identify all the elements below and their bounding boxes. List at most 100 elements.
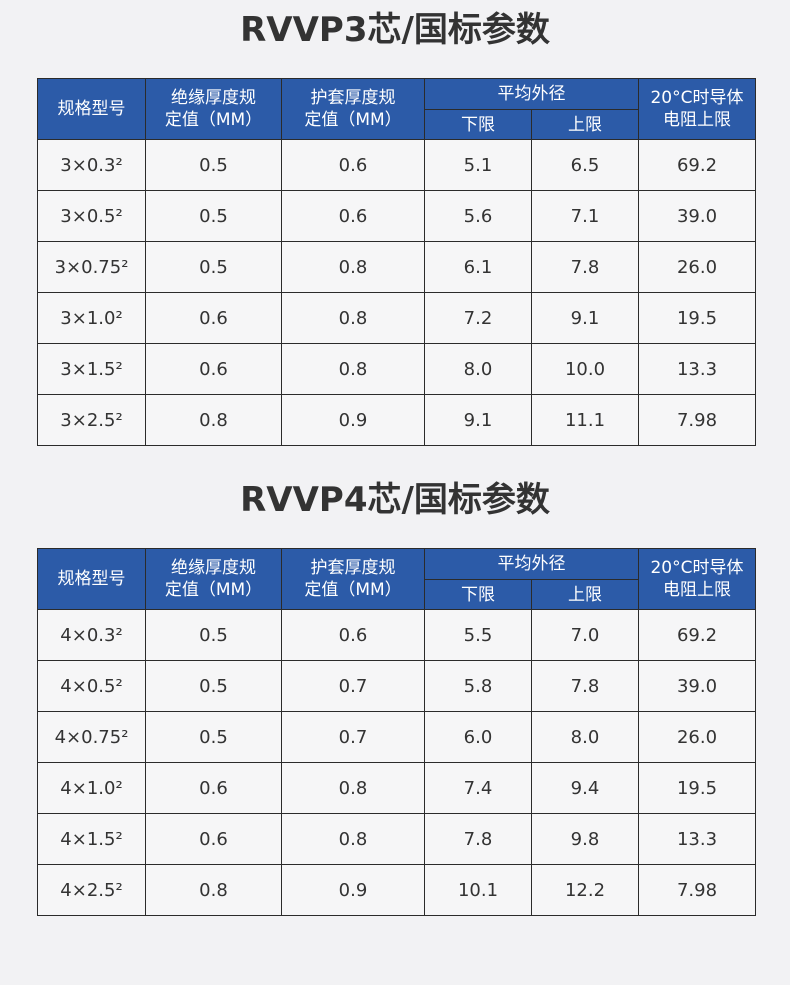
table-cell: 3×0.3² bbox=[37, 139, 146, 191]
table-cell: 19.5 bbox=[638, 292, 756, 344]
header-cell: 下限 bbox=[424, 579, 532, 610]
header-cell: 规格型号 bbox=[37, 548, 146, 610]
header-line: 绝缘厚度规 bbox=[171, 558, 256, 578]
header-line: 规格型号 bbox=[57, 569, 126, 589]
table-cell: 7.8 bbox=[424, 813, 532, 865]
table-cell: 4×1.0² bbox=[37, 762, 146, 814]
table-cell: 6.5 bbox=[531, 139, 639, 191]
table-cell: 26.0 bbox=[638, 241, 756, 293]
table-cell: 3×0.5² bbox=[37, 190, 146, 242]
table-cell: 0.8 bbox=[281, 762, 425, 814]
table-cell: 39.0 bbox=[638, 190, 756, 242]
header-cell: 平均外径 bbox=[424, 548, 639, 580]
table-cell: 3×1.5² bbox=[37, 343, 146, 395]
data-row: 3×1.5² 0.6 0.8 8.0 10.0 13.3 bbox=[37, 343, 756, 395]
spec-table: 规格型号 绝缘厚度规 定值（MM） 护套厚度规 定值（MM） 平均外径 20°C时导体 电阻上… bbox=[37, 548, 756, 916]
table-cell: 0.6 bbox=[145, 292, 282, 344]
header-cell: 护套厚度规 定值（MM） bbox=[281, 78, 425, 140]
data-row: 4×1.5² 0.6 0.8 7.8 9.8 13.3 bbox=[37, 813, 756, 865]
table-cell: 0.6 bbox=[145, 343, 282, 395]
header-cell: 绝缘厚度规 定值（MM） bbox=[145, 548, 282, 610]
table-cell: 0.5 bbox=[145, 190, 282, 242]
table-cell: 0.8 bbox=[145, 394, 282, 446]
header-line: 20°C时导体 bbox=[650, 558, 744, 578]
table-cell: 0.8 bbox=[145, 864, 282, 916]
table-cell: 4×0.75² bbox=[37, 711, 146, 763]
header-line: 绝缘厚度规 bbox=[171, 88, 256, 108]
table-cell: 7.1 bbox=[531, 190, 639, 242]
header-cell: 上限 bbox=[531, 579, 639, 610]
table-cell: 0.7 bbox=[281, 711, 425, 763]
spec-table: 规格型号 绝缘厚度规 定值（MM） 护套厚度规 定值（MM） 平均外径 20°C时导体 电阻上… bbox=[37, 78, 756, 446]
table-cell: 0.8 bbox=[281, 292, 425, 344]
header-cell: 护套厚度规 定值（MM） bbox=[281, 548, 425, 610]
table-cell: 8.0 bbox=[531, 711, 639, 763]
table-cell: 0.6 bbox=[145, 762, 282, 814]
header-row: 下限 上限 bbox=[38, 109, 756, 140]
table-cell: 0.5 bbox=[145, 711, 282, 763]
table-cell: 7.8 bbox=[531, 660, 639, 712]
table-cell: 9.8 bbox=[531, 813, 639, 865]
header-line: 电阻上限 bbox=[663, 110, 731, 130]
table-cell: 7.2 bbox=[424, 292, 532, 344]
table-cell: 3×2.5² bbox=[37, 394, 146, 446]
header-cell: 20°C时导体 电阻上限 bbox=[638, 78, 756, 140]
table-cell: 0.8 bbox=[281, 343, 425, 395]
table-cell: 13.3 bbox=[638, 813, 756, 865]
table-cell: 0.6 bbox=[281, 190, 425, 242]
header-row: 规格型号 绝缘厚度规 定值（MM） 护套厚度规 定值（MM） 平均外径 20°C时导体 电阻上… bbox=[37, 548, 756, 610]
table-cell: 8.0 bbox=[424, 343, 532, 395]
table-cell: 0.9 bbox=[281, 864, 425, 916]
table-cell: 11.1 bbox=[531, 394, 639, 446]
table-cell: 5.6 bbox=[424, 190, 532, 242]
data-row: 4×0.3² 0.5 0.6 5.5 7.0 69.2 bbox=[37, 609, 756, 661]
header-row: 规格型号 绝缘厚度规 定值（MM） 护套厚度规 定值（MM） 平均外径 20°C时导体 电阻上… bbox=[37, 78, 756, 140]
table-cell: 0.8 bbox=[281, 813, 425, 865]
table-cell: 26.0 bbox=[638, 711, 756, 763]
table-cell: 10.1 bbox=[424, 864, 532, 916]
header-line: 定值（MM） bbox=[164, 580, 263, 600]
table-cell: 9.4 bbox=[531, 762, 639, 814]
table-cell: 0.5 bbox=[145, 241, 282, 293]
table-cell: 3×1.0² bbox=[37, 292, 146, 344]
table-cell: 0.8 bbox=[281, 241, 425, 293]
table-cell: 0.5 bbox=[145, 660, 282, 712]
content: RVVP3芯/国标参数 规格型号 绝缘厚度规 定值（MM） 护套厚度规 定值（MM） 平均外… bbox=[0, 0, 790, 916]
header-cell: 平均外径 bbox=[424, 78, 639, 110]
data-row: 3×1.0² 0.6 0.8 7.2 9.1 19.5 bbox=[37, 292, 756, 344]
data-row: 3×2.5² 0.8 0.9 9.1 11.1 7.98 bbox=[37, 394, 756, 446]
table-cell: 4×2.5² bbox=[37, 864, 146, 916]
table-cell: 4×0.3² bbox=[37, 609, 146, 661]
header-cell: 下限 bbox=[424, 109, 532, 140]
header-line: 定值（MM） bbox=[304, 110, 402, 130]
table-cell: 7.4 bbox=[424, 762, 532, 814]
data-row: 4×2.5² 0.8 0.9 10.1 12.2 7.98 bbox=[37, 864, 756, 916]
table-cell: 4×1.5² bbox=[37, 813, 146, 865]
header-cell: 上限 bbox=[531, 109, 639, 140]
data-row: 4×0.5² 0.5 0.7 5.8 7.8 39.0 bbox=[37, 660, 756, 712]
header-cell: 绝缘厚度规 定值（MM） bbox=[145, 78, 282, 140]
table-cell: 7.8 bbox=[531, 241, 639, 293]
table-cell: 9.1 bbox=[531, 292, 639, 344]
table-section: RVVP3芯/国标参数 规格型号 绝缘厚度规 定值（MM） 护套厚度规 定值（MM） 平均外… bbox=[0, 0, 790, 470]
table-cell: 0.9 bbox=[281, 394, 425, 446]
table-cell: 10.0 bbox=[531, 343, 639, 395]
table-cell: 19.5 bbox=[638, 762, 756, 814]
table-cell: 7.98 bbox=[638, 864, 756, 916]
header-line: 电阻上限 bbox=[663, 580, 731, 600]
table-cell: 5.8 bbox=[424, 660, 532, 712]
table-cell: 69.2 bbox=[638, 609, 756, 661]
header-cell: 20°C时导体 电阻上限 bbox=[638, 548, 756, 610]
table-cell: 6.0 bbox=[424, 711, 532, 763]
table-cell: 0.5 bbox=[145, 609, 282, 661]
table-cell: 3×0.75² bbox=[37, 241, 146, 293]
header-line: 定值（MM） bbox=[164, 110, 263, 130]
table-cell: 4×0.5² bbox=[37, 660, 146, 712]
header-cell: 规格型号 bbox=[37, 78, 146, 140]
header-line: 20°C时导体 bbox=[650, 88, 744, 108]
data-row: 3×0.75² 0.5 0.8 6.1 7.8 26.0 bbox=[37, 241, 756, 293]
table-cell: 0.7 bbox=[281, 660, 425, 712]
data-row: 3×0.5² 0.5 0.6 5.6 7.1 39.0 bbox=[37, 190, 756, 242]
table-cell: 69.2 bbox=[638, 139, 756, 191]
